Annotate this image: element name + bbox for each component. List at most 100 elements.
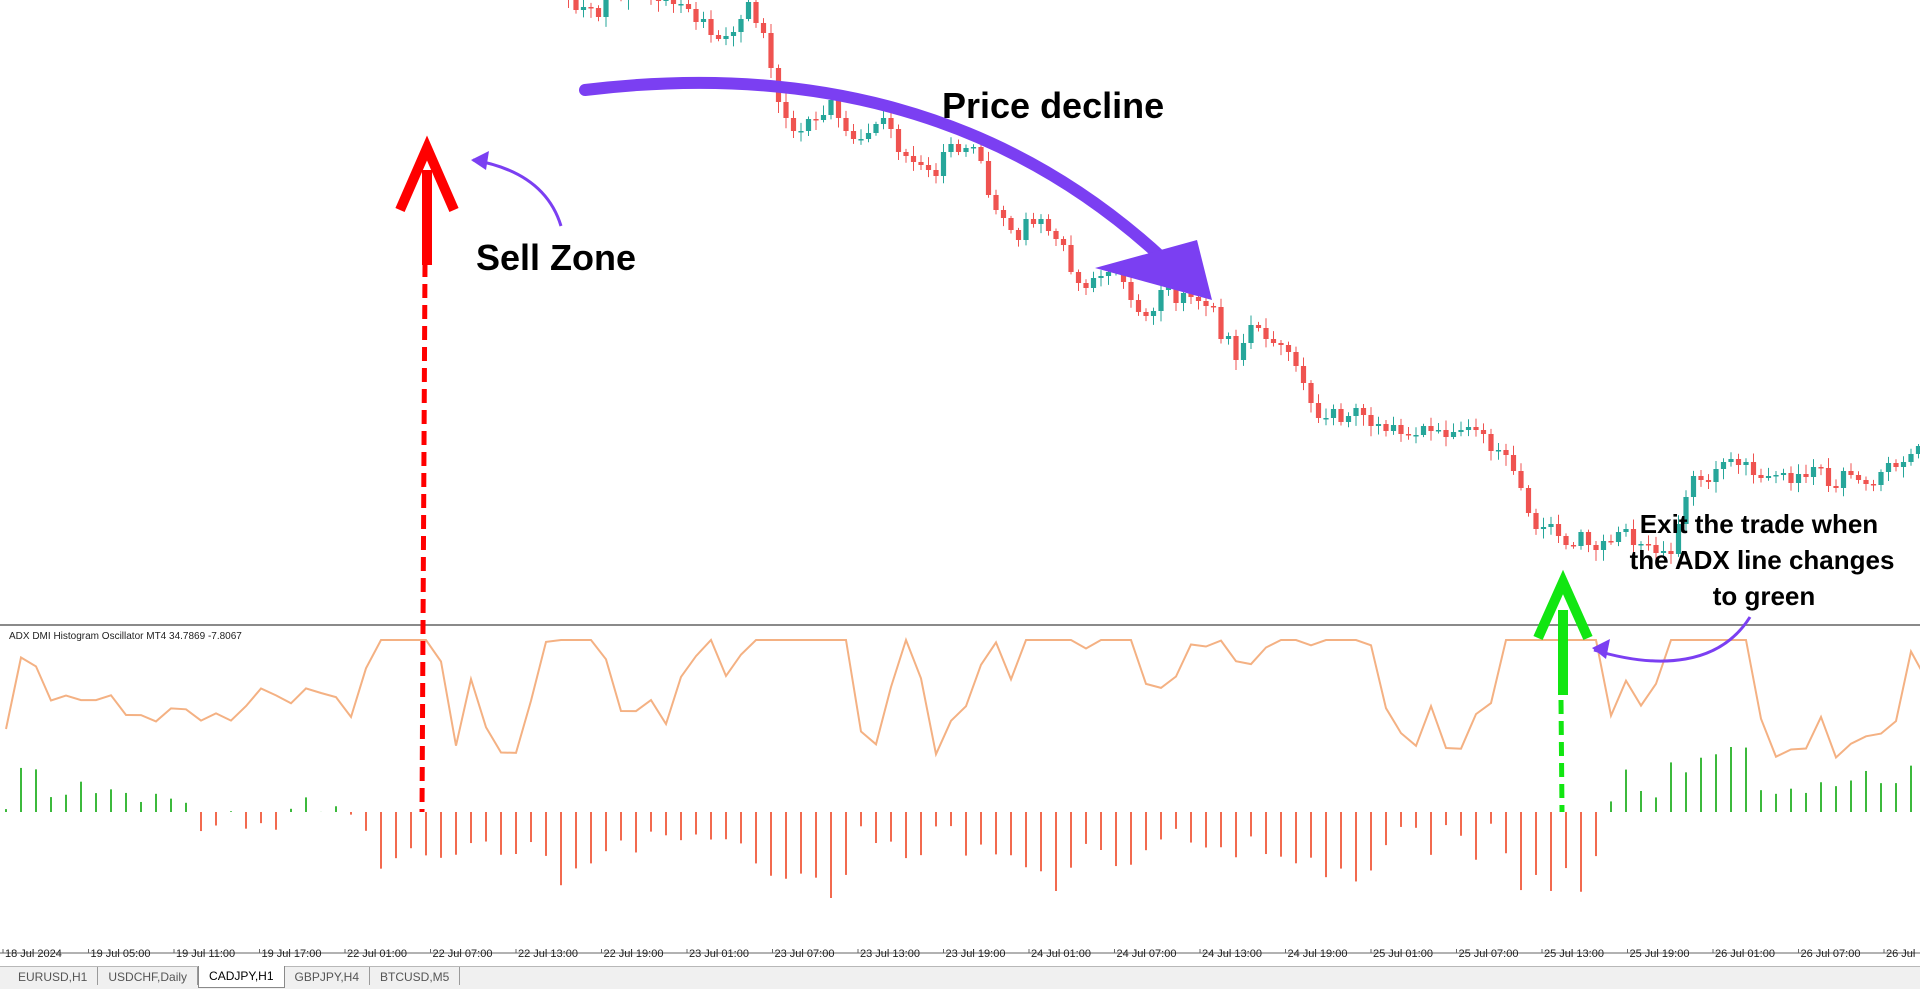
time-axis-label: 24 Jul 07:00 xyxy=(1117,948,1177,960)
candle xyxy=(783,102,789,118)
candle xyxy=(1338,409,1344,422)
candle xyxy=(925,165,932,170)
candle xyxy=(1203,301,1209,306)
candle xyxy=(993,195,999,210)
candle xyxy=(1225,336,1232,339)
candle xyxy=(933,170,939,176)
candle xyxy=(1255,325,1262,328)
tab-cadjpy-h1[interactable]: CADJPY,H1 xyxy=(198,966,285,988)
candle xyxy=(1908,454,1914,462)
candle xyxy=(1863,480,1869,484)
candle xyxy=(1443,430,1449,437)
tab-usdchf-daily[interactable]: USDCHF,Daily xyxy=(98,967,199,985)
candle xyxy=(708,19,714,35)
candle xyxy=(1038,219,1044,224)
candle xyxy=(1900,462,1907,467)
candle xyxy=(1450,432,1457,437)
candle xyxy=(1833,486,1839,488)
candle xyxy=(1150,311,1157,316)
candle xyxy=(1188,293,1194,297)
candle xyxy=(1405,434,1412,436)
candle xyxy=(1758,475,1764,478)
candle xyxy=(580,7,587,10)
candle xyxy=(1660,551,1667,553)
candle xyxy=(1915,446,1920,454)
candle xyxy=(1705,480,1712,482)
candle xyxy=(790,118,797,131)
candle xyxy=(1893,463,1899,467)
candle xyxy=(1825,468,1832,486)
time-axis-label: 25 Jul 19:00 xyxy=(1630,948,1690,960)
candle xyxy=(1728,459,1734,462)
candle xyxy=(603,0,609,17)
candle xyxy=(1540,527,1547,529)
candle xyxy=(1743,462,1749,465)
candle xyxy=(1143,312,1149,316)
candle xyxy=(1210,306,1217,308)
tab-gbpjpy-h4[interactable]: GBPJPY,H4 xyxy=(285,967,371,985)
candle xyxy=(1158,290,1164,311)
candle xyxy=(1878,472,1884,485)
time-axis-label: 26 Jul 07:00 xyxy=(1801,948,1861,960)
time-axis-label: 24 Jul 13:00 xyxy=(1202,948,1262,960)
candle xyxy=(1593,545,1599,550)
candle xyxy=(1735,459,1742,465)
candle xyxy=(1548,524,1554,527)
candle xyxy=(1750,462,1757,475)
candle xyxy=(1480,430,1487,434)
candle xyxy=(693,9,699,22)
time-axis-label: 25 Jul 13:00 xyxy=(1544,948,1604,960)
candle xyxy=(1233,336,1239,360)
candle xyxy=(1788,473,1794,483)
candle xyxy=(1413,435,1419,437)
candle xyxy=(940,152,947,176)
candle xyxy=(963,148,969,152)
candle xyxy=(1098,276,1104,278)
price-decline-curve-arrow-icon xyxy=(579,76,1212,300)
adx-line xyxy=(5,637,1920,760)
candle xyxy=(1218,307,1224,339)
candle xyxy=(805,119,812,131)
candle xyxy=(1848,471,1854,475)
candle xyxy=(1398,425,1404,434)
annotation-price-decline: Price decline xyxy=(942,85,1164,126)
candle xyxy=(1638,544,1644,546)
candle xyxy=(1195,297,1202,301)
candle xyxy=(1803,474,1809,477)
candle xyxy=(1428,426,1434,431)
exit-signal-dashed-line xyxy=(1558,699,1565,813)
time-axis-label: 19 Jul 17:00 xyxy=(262,948,322,960)
annotation-sell-zone: Sell Zone xyxy=(476,237,636,278)
price-chart[interactable]: ADX DMI Histogram Oscillator MT4 34.7869… xyxy=(0,0,1920,966)
candle xyxy=(1420,426,1427,435)
candle xyxy=(1300,366,1307,383)
candle xyxy=(1630,529,1637,545)
time-axis-label: 24 Jul 01:00 xyxy=(1031,948,1091,960)
candle xyxy=(1585,532,1592,545)
candle xyxy=(1330,409,1337,418)
time-axis-label: 19 Jul 05:00 xyxy=(91,948,151,960)
tab-eurusd-h1[interactable]: EURUSD,H1 xyxy=(8,967,99,985)
candle xyxy=(685,4,692,9)
candle xyxy=(985,161,992,195)
candle xyxy=(1510,455,1517,471)
candle xyxy=(1698,476,1704,480)
candle xyxy=(1083,283,1089,288)
candle xyxy=(828,100,834,115)
candle xyxy=(843,118,849,131)
candle xyxy=(655,0,662,1)
candle xyxy=(595,8,602,17)
candle xyxy=(1855,475,1862,480)
candle xyxy=(1570,545,1577,547)
time-axis: 18 Jul 2024 19 Jul 05:00 19 Jul 11:00 19 Ju… xyxy=(2,948,1915,960)
candle xyxy=(1488,434,1494,451)
candle xyxy=(820,115,827,120)
candle xyxy=(903,152,909,156)
symbol-tabs: EURUSD,H1 USDCHF,Daily CADJPY,H1 GBPJPY,… xyxy=(0,966,1920,989)
candle xyxy=(1015,230,1022,240)
candle xyxy=(1383,424,1389,431)
annotation-exit-line-1: Exit the trade when xyxy=(1640,509,1878,539)
candle xyxy=(700,19,707,22)
tab-btcusd-m5[interactable]: BTCUSD,M5 xyxy=(370,967,461,985)
candle xyxy=(948,144,954,152)
